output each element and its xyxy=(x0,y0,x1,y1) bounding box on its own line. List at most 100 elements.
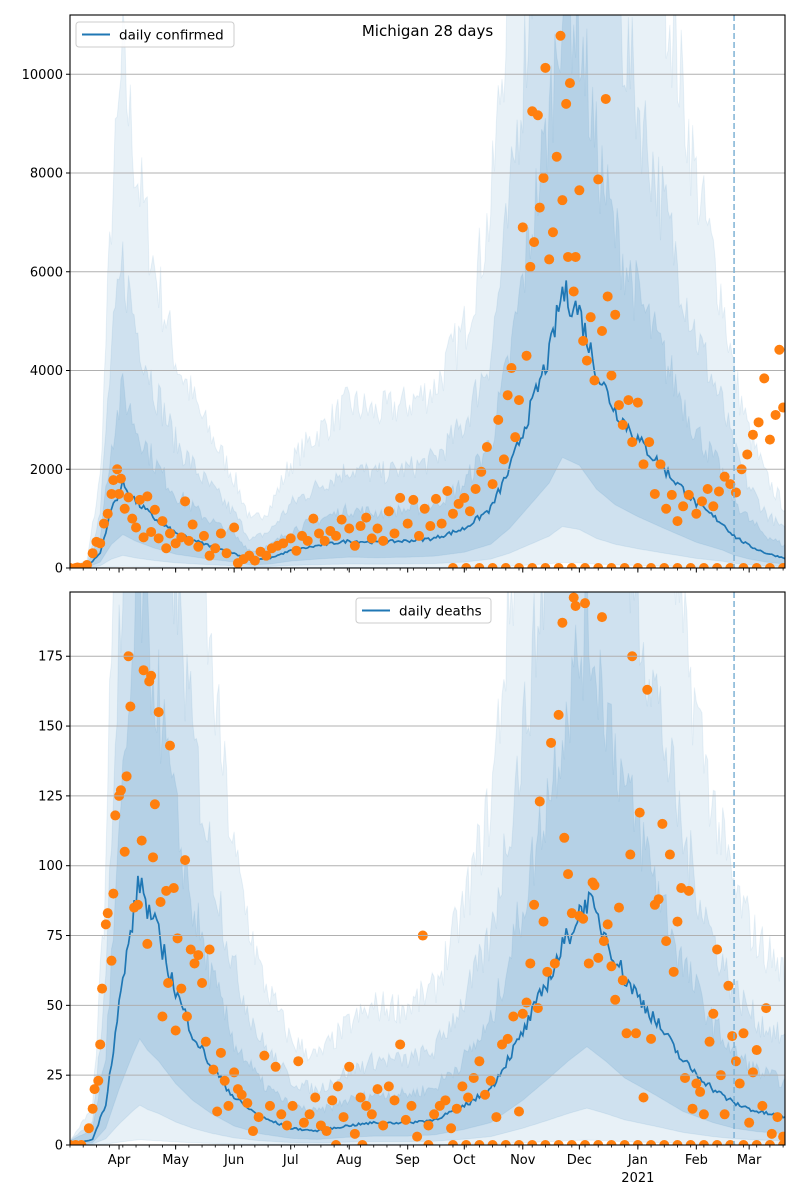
data-point-zero xyxy=(76,563,87,568)
data-point xyxy=(200,1036,211,1047)
data-point xyxy=(459,492,470,503)
x-tick-label: Apr xyxy=(108,1153,131,1168)
data-point xyxy=(668,966,679,977)
data-point-zero xyxy=(447,563,458,568)
data-point xyxy=(638,1092,649,1103)
data-point xyxy=(98,518,109,529)
data-point-zero xyxy=(513,563,524,568)
data-point xyxy=(778,402,785,413)
data-point xyxy=(212,1106,223,1117)
data-point xyxy=(602,291,613,302)
data-point xyxy=(270,1061,281,1072)
data-point xyxy=(114,488,125,499)
data-point xyxy=(557,617,568,628)
y-tick-label: 4000 xyxy=(30,364,63,379)
data-point xyxy=(281,1120,292,1131)
x-tick-label: Oct xyxy=(453,1153,475,1168)
data-point xyxy=(155,897,166,908)
data-point xyxy=(589,880,600,891)
data-point xyxy=(87,1103,98,1114)
data-point-zero xyxy=(712,1140,723,1145)
data-point xyxy=(249,555,260,566)
data-point xyxy=(366,533,377,544)
data-point xyxy=(487,479,498,490)
data-point xyxy=(521,350,532,361)
legend: daily confirmed xyxy=(75,21,235,48)
data-point xyxy=(574,185,585,196)
data-point xyxy=(285,533,296,544)
data-point xyxy=(725,479,736,490)
data-point xyxy=(593,952,604,963)
data-point xyxy=(189,958,200,969)
data-point xyxy=(163,978,174,989)
band-mid xyxy=(70,15,785,568)
data-point xyxy=(638,459,649,470)
data-point xyxy=(480,1089,491,1100)
data-point-zero xyxy=(646,563,657,568)
data-point xyxy=(93,1075,104,1086)
data-point-zero xyxy=(513,1140,524,1145)
data-point xyxy=(95,1039,106,1050)
data-point xyxy=(414,530,425,541)
data-point-zero xyxy=(580,563,591,568)
y-tick-label: 100 xyxy=(38,859,63,874)
data-point xyxy=(193,541,204,552)
data-point xyxy=(102,508,113,519)
data-point xyxy=(97,983,108,994)
data-point xyxy=(634,807,645,818)
data-point xyxy=(332,1081,343,1092)
data-point xyxy=(561,98,572,109)
data-point xyxy=(521,997,532,1008)
data-point xyxy=(131,522,142,533)
legend-box xyxy=(355,597,492,624)
data-point xyxy=(447,508,458,519)
data-point xyxy=(723,980,734,991)
data-point xyxy=(372,1084,383,1095)
data-point xyxy=(563,251,574,262)
data-point xyxy=(610,309,621,320)
y-tick-label: 50 xyxy=(46,999,63,1014)
data-point xyxy=(597,612,608,623)
data-point xyxy=(555,30,566,41)
data-point xyxy=(493,414,504,425)
data-point xyxy=(583,958,594,969)
data-point-zero xyxy=(685,1140,696,1145)
data-point xyxy=(172,933,183,944)
data-point xyxy=(642,684,653,695)
data-point xyxy=(229,522,240,533)
data-point xyxy=(570,251,581,262)
legend-label: daily deaths xyxy=(399,604,482,620)
data-point xyxy=(146,670,157,681)
data-point xyxy=(734,1078,745,1089)
data-point-zero xyxy=(566,1140,577,1145)
data-point xyxy=(696,496,707,507)
data-point xyxy=(125,701,136,712)
data-point xyxy=(344,523,355,534)
data-point-zero xyxy=(619,1140,630,1145)
y-tick-label: 175 xyxy=(38,650,63,665)
data-point xyxy=(463,1092,474,1103)
data-point xyxy=(161,885,172,896)
data-point xyxy=(198,530,209,541)
data-point xyxy=(181,1011,192,1022)
data-point xyxy=(502,1033,513,1044)
plot-area xyxy=(70,592,785,1145)
x-tick-label: Dec xyxy=(567,1153,592,1168)
data-point xyxy=(744,1117,755,1128)
data-point-zero xyxy=(619,563,630,568)
data-point xyxy=(355,521,366,532)
data-point xyxy=(727,1031,738,1042)
data-point xyxy=(476,466,487,477)
data-point xyxy=(110,810,121,821)
data-point xyxy=(406,1100,417,1111)
data-point xyxy=(540,62,551,73)
data-point-zero xyxy=(751,563,762,568)
data-point xyxy=(123,492,134,503)
data-point-zero xyxy=(738,1140,749,1145)
data-point xyxy=(532,1003,543,1014)
data-point xyxy=(119,846,130,857)
data-point xyxy=(691,1078,702,1089)
data-point-zero xyxy=(659,1140,670,1145)
data-point xyxy=(115,473,126,484)
data-point xyxy=(276,1109,287,1120)
